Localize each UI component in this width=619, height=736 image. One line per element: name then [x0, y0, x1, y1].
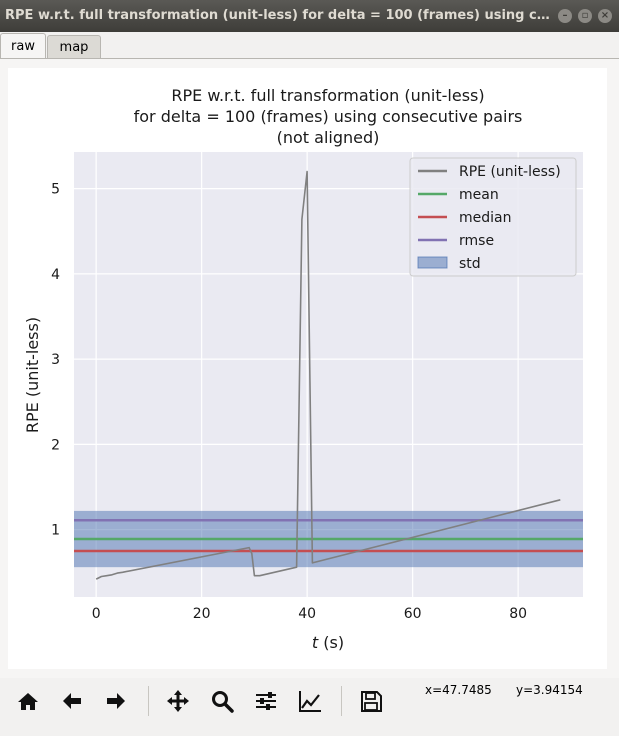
legend-label: std — [459, 256, 481, 272]
series-group — [95, 170, 561, 580]
tab-bar: raw map — [0, 33, 619, 59]
figure-canvas[interactable]: RPE w.r.t. full transformation (unit-les… — [8, 68, 607, 669]
tick-labels: 0 20 40 60 80 1 2 3 4 5 — [51, 182, 527, 622]
y-axis-label: RPE (unit-less) — [23, 317, 42, 433]
chart-svg: RPE w.r.t. full transformation (unit-les… — [23, 86, 583, 652]
x-axis-label-unit: (s) — [318, 633, 344, 652]
legend-label: rmse — [459, 233, 494, 249]
x-tick-label: 20 — [193, 606, 211, 622]
x-axis-label: t (s) — [312, 633, 344, 652]
y-tick-label: 5 — [51, 182, 60, 198]
rpe-series-line — [95, 170, 561, 580]
tab-raw[interactable]: raw — [0, 33, 46, 58]
navigation-toolbar — [0, 678, 619, 736]
cursor-x-readout: x=47.7485 — [425, 683, 492, 697]
back-arrow-icon[interactable] — [55, 684, 89, 718]
legend-swatch-std — [417, 256, 448, 269]
chart-title-line-3: (not aligned) — [277, 128, 380, 147]
chart-title-line-2: for delta = 100 (frames) using consecuti… — [134, 107, 523, 126]
y-tick-label: 2 — [51, 437, 60, 453]
minimize-icon[interactable]: – — [558, 9, 572, 23]
y-tick-label: 3 — [51, 352, 60, 368]
window-titlebar: RPE w.r.t. full transformation (unit-les… — [0, 0, 619, 32]
cursor-y-readout: y=3.94154 — [516, 683, 583, 697]
save-icon[interactable] — [354, 684, 388, 718]
x-tick-label: 60 — [404, 606, 422, 622]
forward-arrow-icon[interactable] — [99, 684, 133, 718]
x-tick-label: 40 — [298, 606, 316, 622]
zoom-icon[interactable] — [205, 684, 239, 718]
y-tick-label: 1 — [51, 523, 60, 539]
y-tick-label: 4 — [51, 267, 60, 283]
tab-map[interactable]: map — [47, 35, 101, 58]
toolbar-separator — [341, 686, 342, 716]
legend-box — [409, 157, 577, 277]
tab-raw-label: raw — [11, 39, 35, 54]
x-tick-label: 80 — [509, 606, 527, 622]
legend-label: RPE (unit-less) — [459, 164, 561, 180]
chart-title-line-1: RPE w.r.t. full transformation (unit-les… — [171, 86, 484, 105]
home-icon[interactable] — [11, 684, 45, 718]
stat-lines — [74, 510, 583, 568]
subplots-icon[interactable] — [249, 684, 283, 718]
tab-map-label: map — [59, 40, 89, 55]
edit-axis-icon[interactable] — [293, 684, 327, 718]
x-axis-label-var: t — [312, 633, 319, 652]
legend-label: median — [459, 210, 511, 226]
x-tick-label: 0 — [92, 606, 101, 622]
maximize-icon[interactable]: ▫ — [578, 9, 592, 23]
toolbar-separator — [148, 686, 149, 716]
legend-label: mean — [459, 187, 499, 203]
close-icon[interactable]: × — [598, 9, 612, 23]
window-title: RPE w.r.t. full transformation (unit-les… — [5, 8, 553, 23]
legend: RPE (unit-less) mean median rmse std — [409, 157, 577, 277]
pan-icon[interactable] — [161, 684, 195, 718]
